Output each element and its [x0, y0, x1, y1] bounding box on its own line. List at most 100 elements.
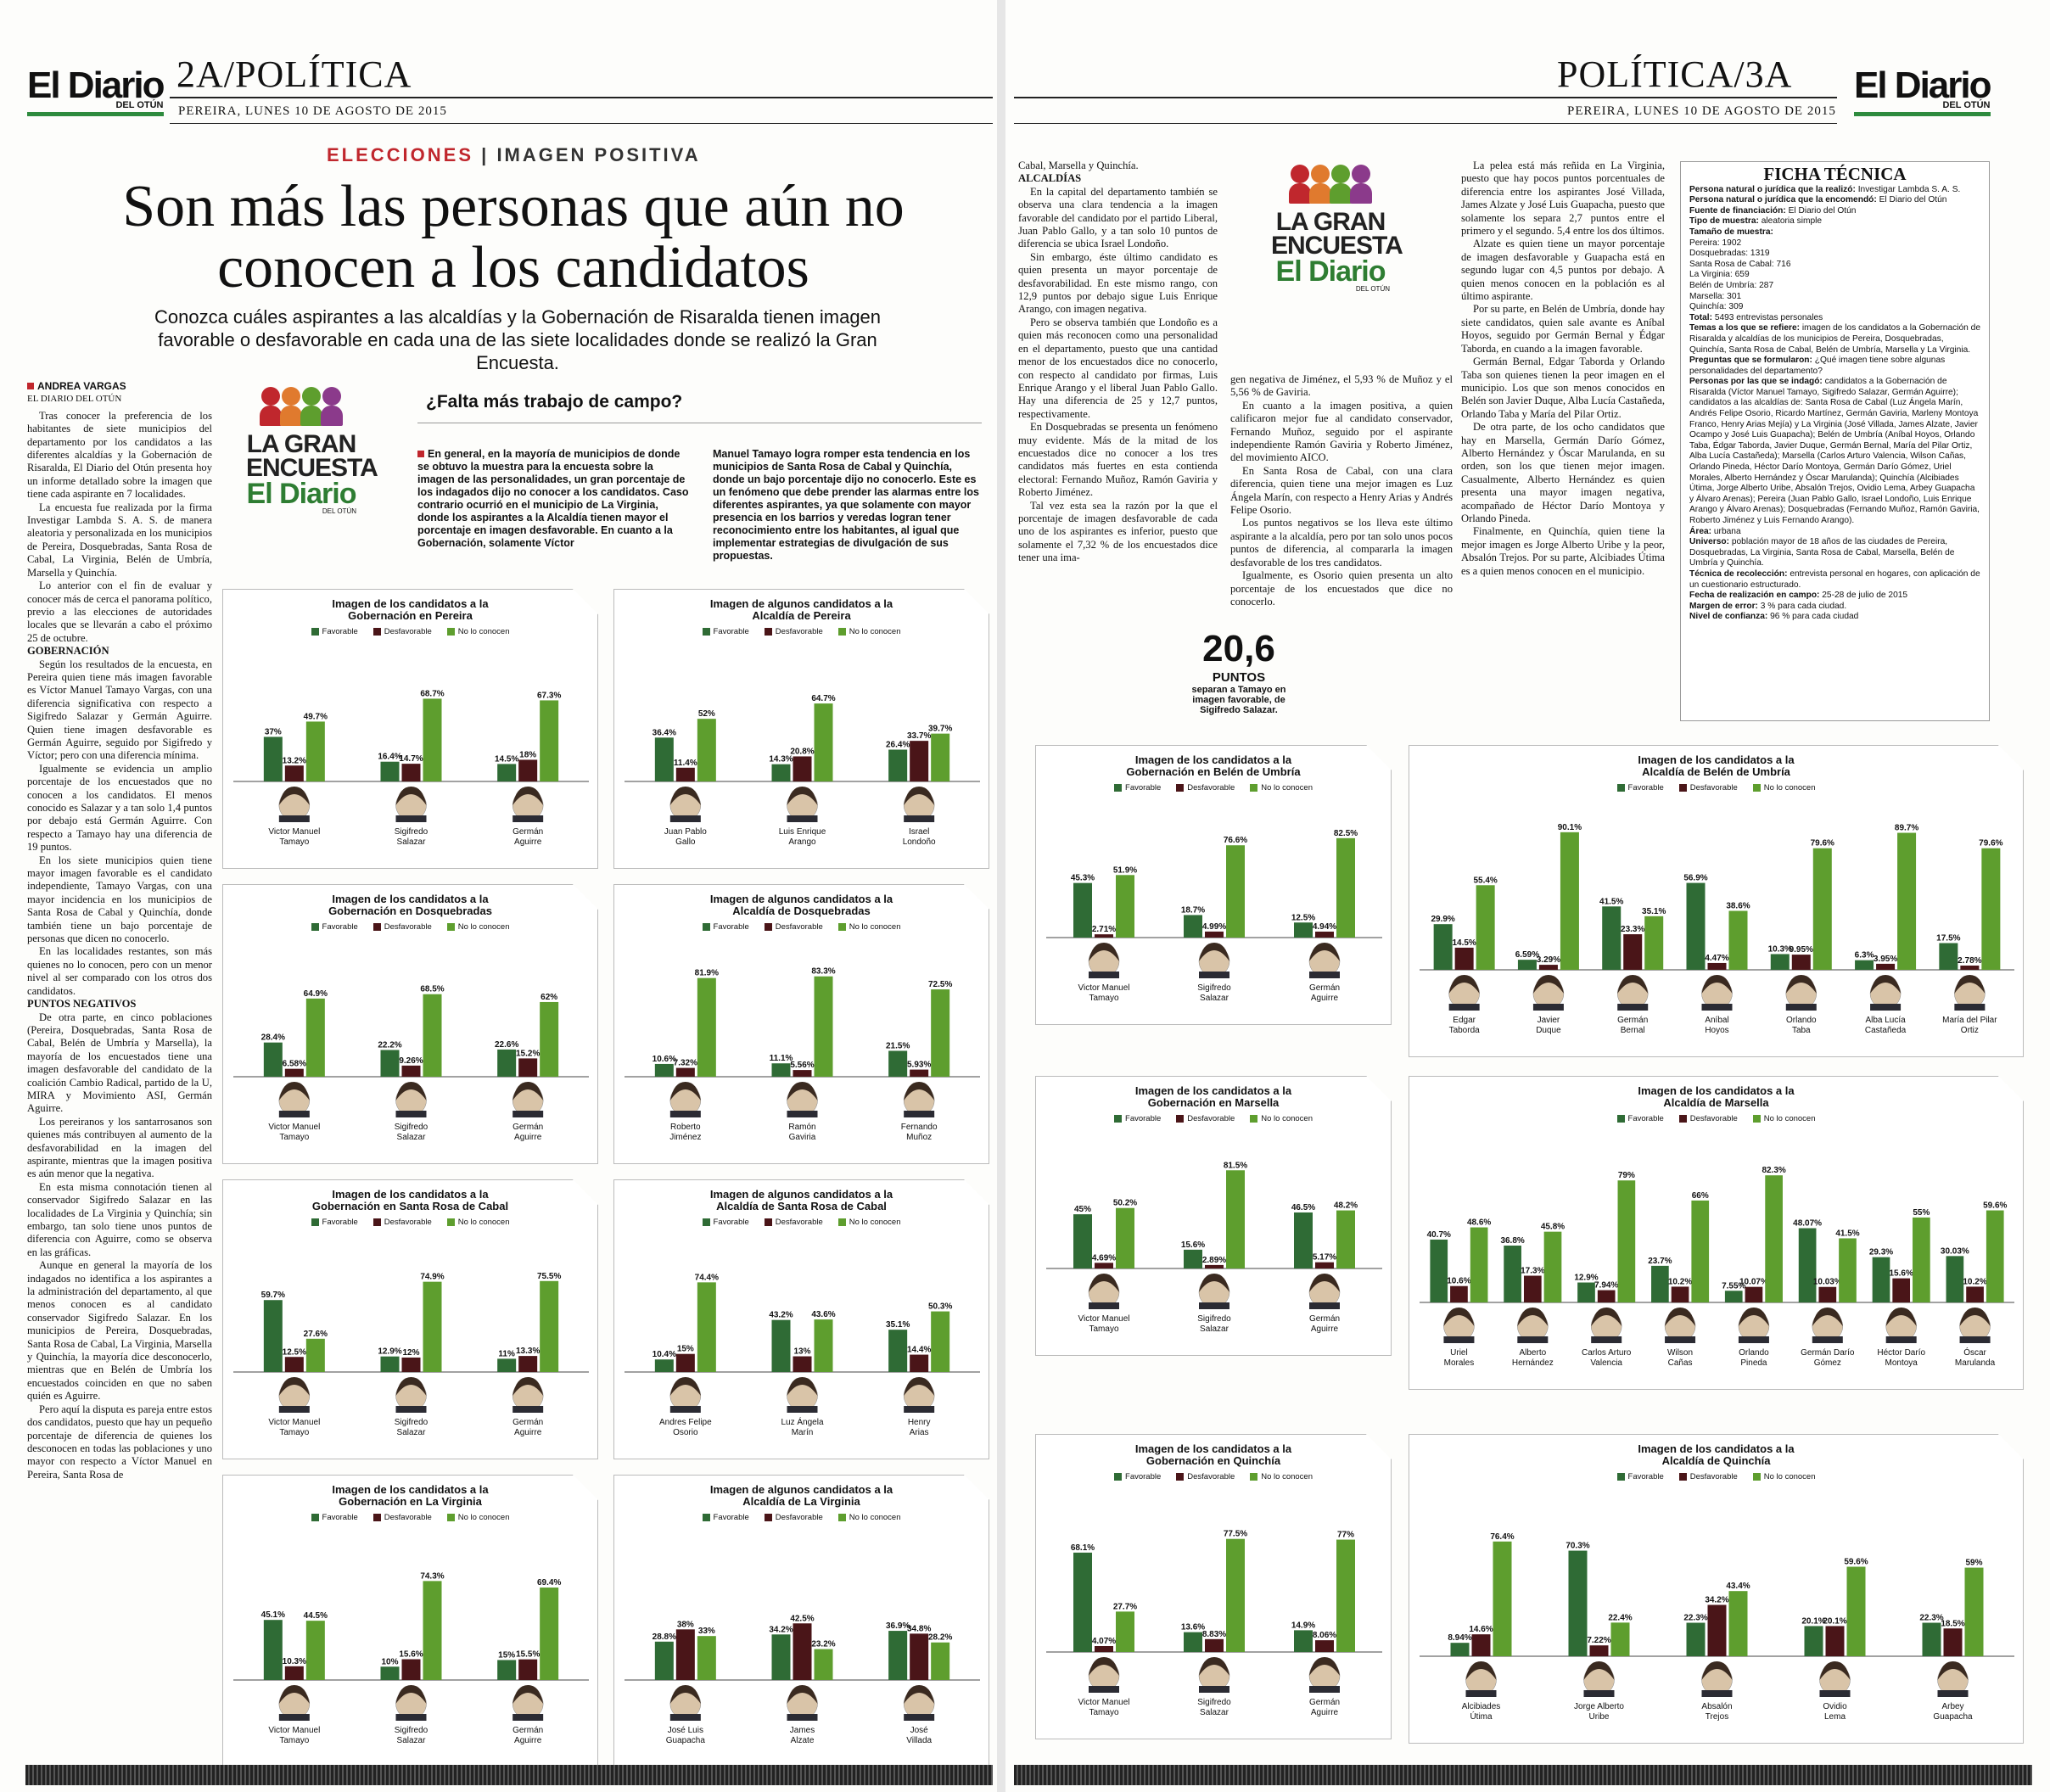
paragraph: En Dosquebradas se presenta un fenómeno … — [1018, 421, 1218, 499]
legend-label: Favorable — [322, 1513, 358, 1522]
candidate-name: Ortiz — [1961, 1026, 1979, 1035]
legend-swatch — [311, 923, 319, 931]
ficha-value: 3 % para cada ciudad. — [1760, 601, 1847, 611]
chart-corner — [964, 884, 989, 910]
bar-desfavorable — [675, 1067, 695, 1077]
bar-no-lo-conocen — [1116, 875, 1134, 938]
candidate-photo — [1701, 975, 1733, 1011]
candidate-photo — [395, 1082, 427, 1117]
chart-panel: Imagen de algunos candidatos a la Alcaldí… — [613, 1475, 989, 1767]
bar-value-label: 18% — [519, 750, 536, 759]
legend-label: No lo conocen — [1763, 1114, 1816, 1123]
chart-title-line: Imagen de los candidatos a la — [332, 1483, 489, 1496]
chart-panel: Imagen de los candidatos a la Gobernación… — [222, 884, 598, 1164]
legend-item: Desfavorable — [764, 627, 823, 636]
bar-favorable — [1577, 1282, 1595, 1302]
ficha-key: Personas por las que se indagó: — [1689, 377, 1825, 387]
bar-desfavorable — [401, 1357, 421, 1372]
candidate-name: Salazar — [397, 837, 427, 847]
sidebar-marker — [417, 451, 424, 457]
candidate-name: Aguirre — [514, 1736, 542, 1745]
candidate-name: Salazar — [1200, 1324, 1229, 1334]
legend-swatch — [1114, 1473, 1123, 1481]
byline-marker — [27, 383, 34, 389]
bar-value-label: 2.78% — [1958, 956, 1981, 966]
chart-svg: 45.1%10.3%44.5%Victor ManuelTamayo10%15.… — [233, 1571, 589, 1745]
bar-value-label: 41.5% — [1835, 1229, 1859, 1238]
legend-label: Desfavorable — [384, 627, 432, 636]
chart-legend: Favorable Desfavorable No lo conocen — [1409, 1114, 2023, 1123]
bar-value-label: 27.6% — [304, 1330, 328, 1339]
candidate-name: Tamayo — [1089, 1708, 1118, 1717]
legend-label: Favorable — [1627, 783, 1664, 792]
article-paragraphs: Tras conocer la preferencia de los habit… — [27, 410, 212, 1481]
bar-favorable — [1450, 1643, 1470, 1656]
logo-tagline: DEL OTÚN — [1942, 100, 1991, 110]
legend-label: No lo conocen — [1763, 783, 1816, 792]
bar-favorable — [888, 1631, 908, 1680]
candidate-photo — [1443, 1308, 1475, 1343]
ficha-tecnica: FICHA TÉCNICA Persona natural o jurídica… — [1680, 161, 1990, 721]
paragraph: Tras conocer la preferencia de los habit… — [27, 409, 212, 501]
chart-title: Imagen de los candidatos a la Alcaldía de… — [1409, 1443, 2023, 1467]
legend-swatch — [702, 923, 710, 931]
bar-desfavorable — [1315, 1262, 1334, 1268]
legend-label: No lo conocen — [457, 1218, 510, 1227]
chart-title: Imagen de los candidatos a la Gobernación… — [223, 598, 597, 622]
chart-panel: Imagen de algunos candidatos a la Alcaldí… — [613, 1179, 989, 1459]
chart-title-line: Alcaldía de Santa Rosa de Cabal — [716, 1200, 887, 1212]
candidate-photo — [1308, 1274, 1341, 1309]
candidate-photo — [278, 1377, 311, 1413]
chart-title: Imagen de los candidatos a la Gobernación… — [223, 893, 597, 917]
survey-logo-line3: El Diario — [1275, 255, 1386, 288]
bar-value-label: 4.99% — [1202, 922, 1226, 932]
bar-value-label: 33.7% — [907, 731, 931, 741]
ficha-row: Área: urbana — [1689, 527, 1980, 538]
candidate-name: Aguirre — [1311, 1324, 1339, 1334]
bar-value-label: 10.3% — [283, 1657, 306, 1666]
paragraph: Igualmente se evidencia un amplio porcen… — [27, 762, 212, 854]
chart-panel: Imagen de algunos candidatos a la Alcaldí… — [613, 589, 989, 869]
bar-desfavorable — [793, 1070, 812, 1077]
candidate-photo — [669, 787, 702, 822]
legend-item: Desfavorable — [372, 1513, 432, 1522]
chart-legend: Favorable Desfavorable No lo conocen — [614, 1513, 989, 1522]
candidate-photo — [1465, 1661, 1497, 1697]
candidate-photo — [787, 787, 818, 822]
bar-value-label: 4.47% — [1705, 954, 1728, 963]
callout-number: 20,6 — [1202, 628, 1275, 669]
legend-item: Favorable — [702, 1218, 749, 1227]
legend-label: Desfavorable — [1187, 1472, 1235, 1481]
legend-swatch — [702, 1218, 710, 1226]
bar-desfavorable — [401, 1065, 421, 1077]
bar-value-label: 36.4% — [653, 728, 676, 737]
bar-value-label: 35.1% — [1642, 907, 1666, 916]
bar-value-label: 5.17% — [1313, 1253, 1336, 1263]
bar-value-label: 36.9% — [886, 1621, 910, 1631]
chart-panel: Imagen de los candidatos a la Alcaldía de… — [1409, 1076, 2024, 1390]
ficha-value: 25-28 de julio de 2015 — [1822, 591, 1908, 601]
legend-item: No lo conocen — [837, 922, 900, 932]
legend-swatch — [311, 628, 319, 636]
bar-no-lo-conocen — [305, 721, 325, 781]
bar-favorable — [380, 1666, 400, 1680]
bar-desfavorable — [284, 1357, 304, 1372]
bar-no-lo-conocen — [423, 1581, 442, 1680]
newspaper-logo: El Diario DEL OTÚN — [1854, 64, 1991, 116]
candidate-name: Edgar — [1453, 1016, 1476, 1025]
legend-item: No lo conocen — [1752, 1472, 1815, 1481]
chart-legend: Favorable Desfavorable No lo conocen — [223, 627, 597, 636]
chart-title-line: Imagen de los candidatos a la — [332, 893, 489, 905]
bar-value-label: 14.5% — [495, 754, 518, 764]
byline-outlet: EL DIARIO DEL OTÚN — [27, 394, 122, 405]
candidate-name: Gaviria — [789, 1133, 816, 1142]
candidate-photo — [1959, 1308, 1991, 1343]
legend-item: No lo conocen — [1752, 1114, 1816, 1123]
bar-no-lo-conocen — [1913, 1217, 1930, 1302]
person-icon — [1309, 165, 1331, 204]
bar-value-label: 23.7% — [1648, 1257, 1672, 1266]
bar-favorable — [1922, 1622, 1941, 1656]
